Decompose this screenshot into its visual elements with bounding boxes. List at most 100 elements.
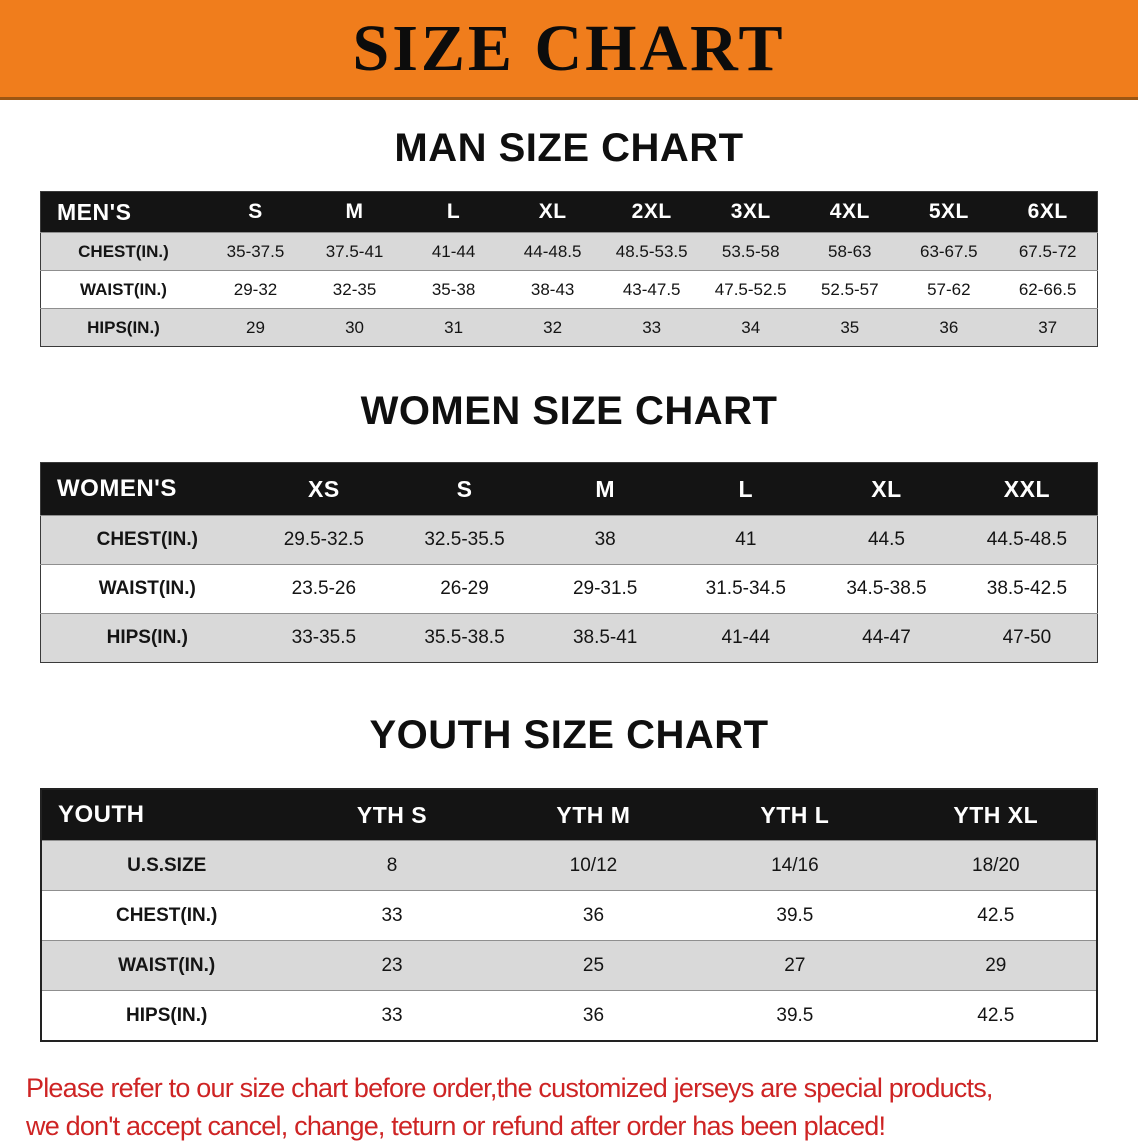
size-value-cell: 32-35: [305, 270, 405, 309]
size-column-header: YTH XL: [895, 789, 1097, 841]
size-value-cell: 33-35.5: [253, 613, 395, 663]
page-title: SIZE CHART: [352, 11, 786, 85]
size-value-cell: 34.5-38.5: [816, 564, 957, 614]
size-value-cell: 38: [534, 515, 676, 565]
size-value-cell: 35.5-38.5: [394, 613, 535, 663]
mens-size-table: MEN'S S M L XL 2XL 3XL 4XL 5XL 6XL CHEST(IN.) 35-37…: [40, 191, 1098, 347]
row-label-cell: WAIST(IN.): [41, 940, 292, 991]
size-column-header: L: [675, 462, 817, 516]
size-column-header: 4XL: [800, 191, 900, 233]
size-value-cell: 18/20: [895, 840, 1097, 891]
size-value-cell: 48.5-53.5: [602, 232, 702, 271]
size-value-cell: 39.5: [694, 890, 896, 941]
size-value-cell: 42.5: [895, 890, 1097, 941]
size-column-header: 3XL: [701, 191, 801, 233]
size-value-cell: 44.5-48.5: [956, 515, 1098, 565]
size-column-header: YTH S: [291, 789, 493, 841]
size-value-cell: 32: [503, 308, 603, 347]
size-value-cell: 32.5-35.5: [394, 515, 535, 565]
measurement-row: WAIST(IN.) 23.5-26 26-29 29-31.5 31.5-34.5 34…: [40, 564, 1098, 614]
size-column-header: L: [404, 191, 504, 233]
size-value-cell: 38.5-42.5: [956, 564, 1098, 614]
size-value-cell: 41: [675, 515, 817, 565]
size-value-cell: 36: [492, 990, 695, 1041]
size-column-header: XL: [816, 462, 957, 516]
measurement-row: CHEST(IN.) 35-37.5 37.5-41 41-44 44-48.5 48.5…: [40, 232, 1098, 271]
size-value-cell: 41-44: [675, 613, 817, 663]
size-value-cell: 53.5-58: [701, 232, 801, 271]
table-name-cell: MEN'S: [40, 191, 206, 233]
size-value-cell: 44-47: [816, 613, 957, 663]
disclaimer: Please refer to our size chart before or…: [26, 1070, 1112, 1146]
women-size-chart-heading: WOMEN SIZE CHART: [360, 389, 778, 433]
size-value-cell: 8: [291, 840, 493, 891]
row-label-cell: U.S.SIZE: [41, 840, 292, 891]
table-name-cell: WOMEN'S: [40, 462, 254, 516]
measurement-row: CHEST(IN.) 29.5-32.5 32.5-35.5 38 41 44.5 44.5…: [40, 515, 1098, 565]
size-value-cell: 26-29: [394, 564, 535, 614]
size-value-cell: 43-47.5: [602, 270, 702, 309]
size-value-cell: 23.5-26: [253, 564, 395, 614]
size-value-cell: 33: [602, 308, 702, 347]
size-value-cell: 35-38: [404, 270, 504, 309]
size-value-cell: 36: [492, 890, 695, 941]
size-value-cell: 58-63: [800, 232, 900, 271]
row-label-cell: WAIST(IN.): [40, 270, 206, 309]
man-size-chart-heading: MAN SIZE CHART: [394, 126, 744, 170]
size-column-header: YTH M: [492, 789, 695, 841]
row-label-cell: HIPS(IN.): [41, 990, 292, 1041]
header-row: WOMEN'S XS S M L XL XXL: [40, 462, 1098, 516]
size-value-cell: 67.5-72: [998, 232, 1098, 271]
row-label-cell: HIPS(IN.): [40, 308, 206, 347]
table-name-cell: YOUTH: [41, 789, 292, 841]
measurement-row: WAIST(IN.) 23 25 27 29: [41, 940, 1097, 991]
youth-size-chart-section: YOUTH SIZE CHART YOUTH YTH S YTH M YTH L YTH…: [0, 663, 1138, 1042]
size-value-cell: 37.5-41: [305, 232, 405, 271]
size-value-cell: 44-48.5: [503, 232, 603, 271]
row-label-cell: CHEST(IN.): [40, 515, 254, 565]
size-value-cell: 25: [492, 940, 695, 991]
row-label-cell: CHEST(IN.): [40, 232, 206, 271]
size-column-header: M: [534, 462, 676, 516]
size-value-cell: 57-62: [899, 270, 999, 309]
man-size-chart-section: MAN SIZE CHART MEN'S S M L XL 2XL 3XL 4XL 5XL 6XL…: [0, 100, 1138, 347]
size-value-cell: 29-32: [205, 270, 306, 309]
measurement-row: WAIST(IN.) 29-32 32-35 35-38 38-43 43-47.5 47.…: [40, 270, 1098, 309]
measurement-row: HIPS(IN.) 33 36 39.5 42.5: [41, 990, 1097, 1041]
size-value-cell: 10/12: [492, 840, 695, 891]
size-value-cell: 47.5-52.5: [701, 270, 801, 309]
women-size-chart-section: WOMEN SIZE CHART WOMEN'S XS S M L XL XXL CHEST(…: [0, 347, 1138, 663]
row-label-cell: CHEST(IN.): [41, 890, 292, 941]
row-label-cell: HIPS(IN.): [40, 613, 254, 663]
measurement-row: U.S.SIZE 8 10/12 14/16 18/20: [41, 840, 1097, 891]
youth-size-table: YOUTH YTH S YTH M YTH L YTH XL U.S.SIZE 8 10/12…: [40, 788, 1098, 1042]
size-value-cell: 36: [899, 308, 999, 347]
header-row: MEN'S S M L XL 2XL 3XL 4XL 5XL 6XL: [40, 191, 1098, 233]
size-column-header: YTH L: [694, 789, 896, 841]
size-value-cell: 29-31.5: [534, 564, 676, 614]
size-value-cell: 38.5-41: [534, 613, 676, 663]
size-column-header: S: [394, 462, 535, 516]
header-row: YOUTH YTH S YTH M YTH L YTH XL: [41, 789, 1097, 841]
size-column-header: XXL: [956, 462, 1098, 516]
size-chart-banner: SIZE CHART: [0, 0, 1138, 100]
size-column-header: 2XL: [602, 191, 702, 233]
size-column-header: M: [305, 191, 405, 233]
size-value-cell: 63-67.5: [899, 232, 999, 271]
size-value-cell: 52.5-57: [800, 270, 900, 309]
size-value-cell: 42.5: [895, 990, 1097, 1041]
size-value-cell: 30: [305, 308, 405, 347]
youth-size-chart-heading: YOUTH SIZE CHART: [369, 713, 769, 757]
size-column-header: 6XL: [998, 191, 1098, 233]
size-column-header: 5XL: [899, 191, 999, 233]
size-value-cell: 38-43: [503, 270, 603, 309]
size-value-cell: 62-66.5: [998, 270, 1098, 309]
size-value-cell: 27: [694, 940, 896, 991]
size-value-cell: 29.5-32.5: [253, 515, 395, 565]
size-value-cell: 33: [291, 890, 493, 941]
size-value-cell: 31.5-34.5: [675, 564, 817, 614]
size-value-cell: 31: [404, 308, 504, 347]
size-value-cell: 35: [800, 308, 900, 347]
size-value-cell: 37: [998, 308, 1098, 347]
measurement-row: CHEST(IN.) 33 36 39.5 42.5: [41, 890, 1097, 941]
